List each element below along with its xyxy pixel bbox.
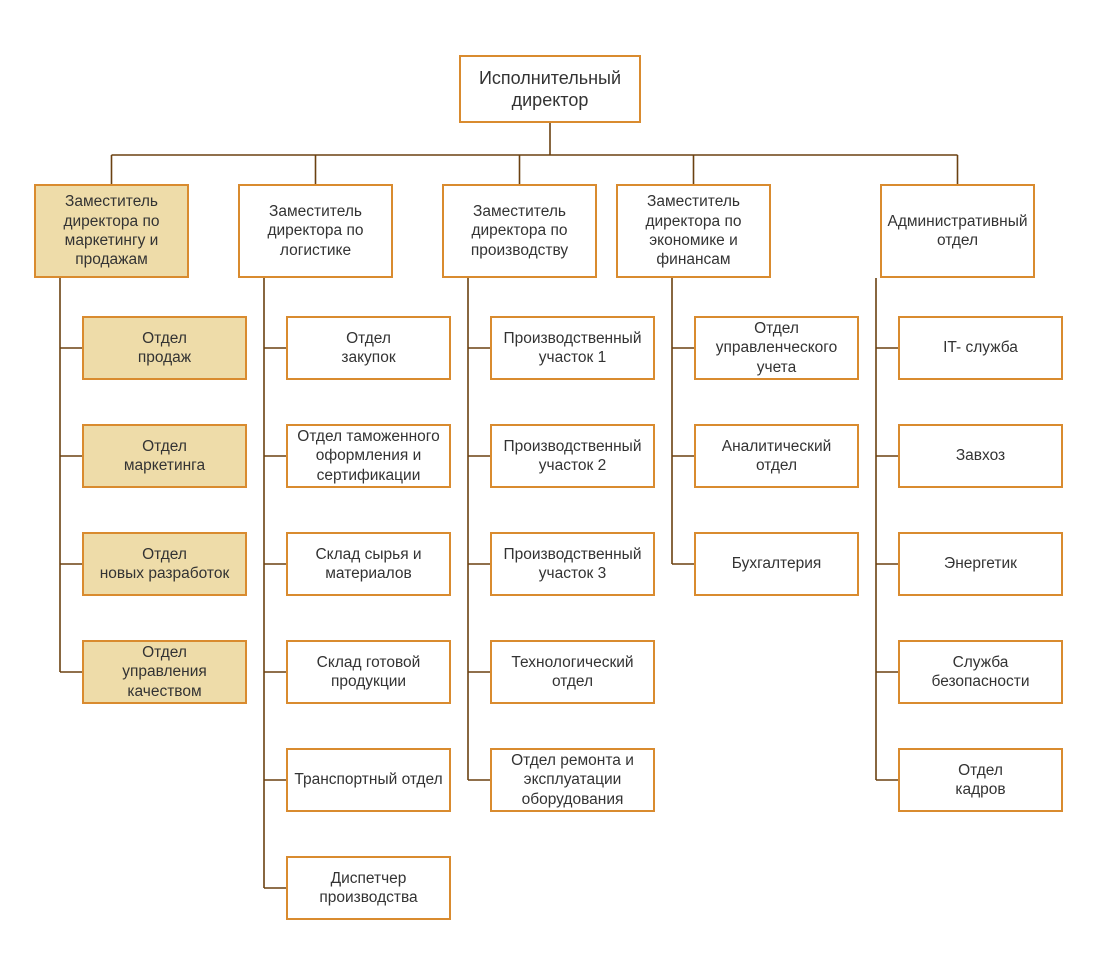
child-node-2-0: Производственный участок 1 [490, 316, 655, 380]
child-node-1-3: Склад готовой продукции [286, 640, 451, 704]
child-node-0-2: Отдел новых разработок [82, 532, 247, 596]
child-node-4-3: Служба безопасности [898, 640, 1063, 704]
child-node-3-1: Аналитический отдел [694, 424, 859, 488]
child-node-0-0: Отдел продаж [82, 316, 247, 380]
child-node-0-3: Отдел управления качеством [82, 640, 247, 704]
child-node-2-3: Технологический отдел [490, 640, 655, 704]
child-node-1-4: Транспортный отдел [286, 748, 451, 812]
child-node-1-1: Отдел таможенного оформления и сертифика… [286, 424, 451, 488]
dept-node-0: Заместитель директора по маркетингу и пр… [34, 184, 189, 278]
dept-node-4: Административный отдел [880, 184, 1035, 278]
child-node-2-4: Отдел ремонта и эксплуатации оборудовани… [490, 748, 655, 812]
child-node-4-0: IT- служба [898, 316, 1063, 380]
child-node-0-1: Отдел маркетинга [82, 424, 247, 488]
child-node-2-2: Производственный участок 3 [490, 532, 655, 596]
child-node-4-2: Энергетик [898, 532, 1063, 596]
child-node-1-0: Отдел закупок [286, 316, 451, 380]
child-node-3-2: Бухгалтерия [694, 532, 859, 596]
child-node-4-1: Завхоз [898, 424, 1063, 488]
child-node-1-2: Склад сырья и материалов [286, 532, 451, 596]
root-node: Исполнительный директор [459, 55, 641, 123]
child-node-2-1: Производственный участок 2 [490, 424, 655, 488]
child-node-3-0: Отдел управленческого учета [694, 316, 859, 380]
dept-node-3: Заместитель директора по экономике и фин… [616, 184, 771, 278]
child-node-1-5: Диспетчер производства [286, 856, 451, 920]
org-chart-canvas: Исполнительный директор Заместитель дирек… [0, 0, 1100, 964]
dept-node-2: Заместитель директора по производству [442, 184, 597, 278]
child-node-4-4: Отдел кадров [898, 748, 1063, 812]
dept-node-1: Заместитель директора по логистике [238, 184, 393, 278]
